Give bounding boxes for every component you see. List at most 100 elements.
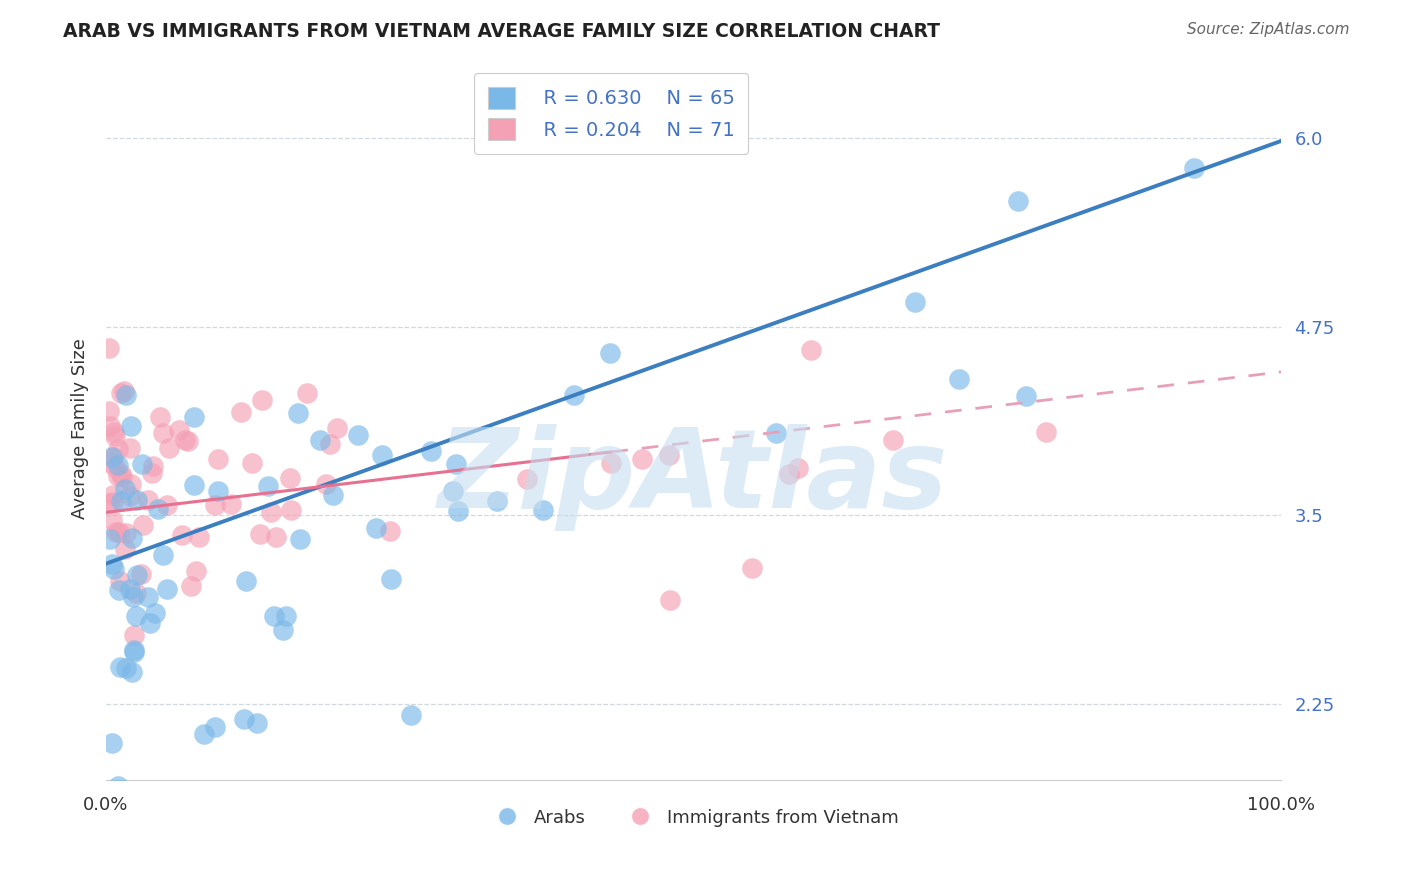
Arabs — [1007, 194, 1029, 209]
Arabs — [948, 372, 970, 386]
Immigrants from Vietnam — [112, 384, 135, 398]
Immigrants from Vietnam — [101, 450, 124, 464]
Immigrants from Vietnam — [231, 405, 253, 419]
Immigrants from Vietnam — [174, 433, 197, 447]
Immigrants from Vietnam — [124, 628, 146, 642]
Immigrants from Vietnam — [152, 426, 174, 441]
Immigrants from Vietnam — [180, 579, 202, 593]
Arabs — [110, 660, 132, 674]
Arabs — [380, 572, 402, 586]
Immigrants from Vietnam — [326, 421, 349, 435]
Immigrants from Vietnam — [186, 564, 208, 578]
Immigrants from Vietnam — [800, 343, 823, 358]
Immigrants from Vietnam — [882, 433, 904, 447]
Immigrants from Vietnam — [250, 392, 273, 407]
Immigrants from Vietnam — [115, 525, 138, 540]
Immigrants from Vietnam — [156, 498, 179, 512]
Immigrants from Vietnam — [103, 460, 125, 475]
Immigrants from Vietnam — [315, 476, 337, 491]
Arabs — [115, 661, 138, 675]
Immigrants from Vietnam — [204, 498, 226, 512]
Arabs — [765, 425, 787, 440]
Immigrants from Vietnam — [207, 452, 229, 467]
Immigrants from Vietnam — [125, 586, 148, 600]
Immigrants from Vietnam — [187, 530, 209, 544]
Arabs — [110, 493, 132, 508]
Arabs — [371, 448, 394, 462]
Immigrants from Vietnam — [167, 423, 190, 437]
Arabs — [122, 591, 145, 605]
Arabs — [263, 609, 285, 624]
Arabs — [288, 532, 311, 546]
Immigrants from Vietnam — [136, 492, 159, 507]
Arabs — [322, 488, 344, 502]
Immigrants from Vietnam — [176, 434, 198, 448]
Arabs — [399, 707, 422, 722]
Immigrants from Vietnam — [157, 441, 180, 455]
Immigrants from Vietnam — [104, 429, 127, 443]
Legend: Arabs, Immigrants from Vietnam: Arabs, Immigrants from Vietnam — [481, 801, 905, 834]
Arabs — [148, 502, 170, 516]
Arabs — [904, 295, 927, 310]
Immigrants from Vietnam — [516, 472, 538, 486]
Immigrants from Vietnam — [599, 456, 621, 470]
Arabs — [364, 521, 387, 535]
Arabs — [98, 533, 121, 547]
Arabs — [444, 458, 467, 472]
Arabs — [107, 458, 129, 472]
Immigrants from Vietnam — [249, 527, 271, 541]
Arabs — [120, 418, 142, 433]
Immigrants from Vietnam — [110, 467, 132, 481]
Arabs — [562, 388, 585, 402]
Immigrants from Vietnam — [114, 542, 136, 557]
Immigrants from Vietnam — [129, 566, 152, 581]
Immigrants from Vietnam — [120, 477, 142, 491]
Arabs — [127, 493, 149, 508]
Immigrants from Vietnam — [260, 505, 283, 519]
Arabs — [246, 716, 269, 731]
Arabs — [101, 736, 124, 750]
Immigrants from Vietnam — [378, 524, 401, 538]
Arabs — [441, 483, 464, 498]
Immigrants from Vietnam — [97, 404, 120, 418]
Immigrants from Vietnam — [98, 495, 121, 509]
Text: ARAB VS IMMIGRANTS FROM VIETNAM AVERAGE FAMILY SIZE CORRELATION CHART: ARAB VS IMMIGRANTS FROM VIETNAM AVERAGE … — [63, 22, 941, 41]
Arabs — [531, 502, 554, 516]
Arabs — [207, 484, 229, 499]
Arabs — [309, 433, 332, 447]
Arabs — [233, 712, 256, 726]
Immigrants from Vietnam — [149, 410, 172, 425]
Text: Source: ZipAtlas.com: Source: ZipAtlas.com — [1187, 22, 1350, 37]
Arabs — [138, 615, 160, 630]
Immigrants from Vietnam — [787, 460, 810, 475]
Arabs — [486, 494, 509, 508]
Arabs — [183, 409, 205, 424]
Immigrants from Vietnam — [659, 592, 682, 607]
Immigrants from Vietnam — [240, 457, 263, 471]
Immigrants from Vietnam — [1035, 425, 1057, 439]
Arabs — [114, 483, 136, 497]
Arabs — [235, 574, 257, 588]
Immigrants from Vietnam — [111, 469, 134, 483]
Immigrants from Vietnam — [319, 436, 342, 450]
Arabs — [131, 457, 153, 471]
Immigrants from Vietnam — [101, 513, 124, 527]
Arabs — [107, 779, 129, 793]
Arabs — [1015, 389, 1038, 403]
Arabs — [1182, 161, 1205, 175]
Immigrants from Vietnam — [120, 441, 142, 455]
Arabs — [271, 623, 294, 637]
Arabs — [115, 387, 138, 401]
Arabs — [125, 568, 148, 582]
Arabs — [287, 406, 309, 420]
Immigrants from Vietnam — [103, 488, 125, 502]
Immigrants from Vietnam — [105, 525, 128, 540]
Arabs — [183, 478, 205, 492]
Arabs — [347, 428, 370, 442]
Immigrants from Vietnam — [658, 449, 681, 463]
Immigrants from Vietnam — [132, 518, 155, 533]
Arabs — [122, 645, 145, 659]
Arabs — [124, 609, 146, 624]
Immigrants from Vietnam — [221, 497, 243, 511]
Immigrants from Vietnam — [100, 418, 122, 433]
